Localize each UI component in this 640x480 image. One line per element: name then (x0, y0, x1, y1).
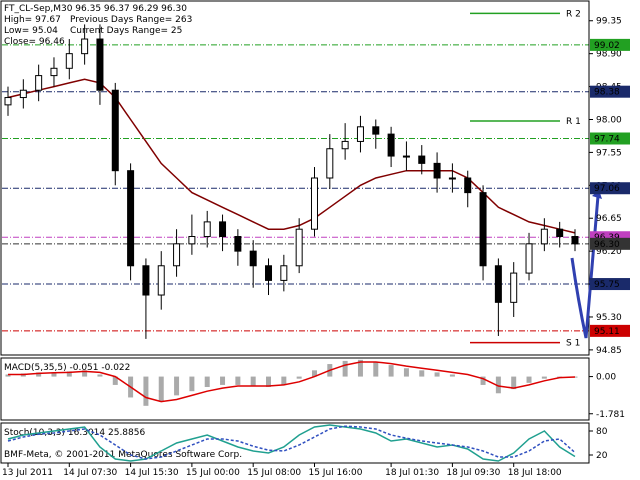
candle-body (510, 272, 518, 303)
level-label: 96.30 (594, 240, 620, 250)
level-box (590, 85, 630, 98)
candle-body (280, 265, 288, 281)
candle-body (341, 140, 349, 150)
pivot-label: S 1 (566, 339, 580, 349)
candle-body (35, 75, 43, 91)
candle-body (433, 162, 441, 179)
candle-body (19, 89, 27, 99)
candle-body (157, 265, 165, 296)
y-tick-label: 80 (596, 427, 608, 437)
info-text: Low= 95.04 (4, 26, 58, 36)
candle-body (219, 221, 227, 238)
candle-body (249, 250, 257, 267)
candle-body (234, 236, 242, 252)
candle-body (402, 155, 410, 158)
main-panel (0, 0, 590, 356)
candle-body (50, 67, 58, 77)
candle-body (4, 97, 12, 106)
info-text: High= 97.67 (4, 15, 61, 25)
stoch-panel (0, 422, 590, 464)
level-box (590, 182, 630, 195)
candle-body (418, 155, 426, 164)
info-text: Previous Days Range= 263 (70, 15, 192, 25)
y-tick-label: 0.00 (596, 373, 616, 383)
candle-body (203, 221, 211, 238)
candle-body (556, 228, 564, 238)
candle-body (494, 265, 502, 303)
x-tick-label: 13 Jul 2011 (2, 468, 53, 478)
level-box (590, 132, 630, 145)
candle-body (372, 126, 380, 135)
x-tick-label: 18 Jul 01:30 (385, 468, 439, 478)
x-tick-label: 14 Jul 07:30 (63, 468, 117, 478)
level-box (590, 237, 630, 250)
y-tick-label: 96.65 (596, 214, 622, 224)
level-label: 95.75 (594, 280, 620, 290)
main-title: FT_CL-Sep,M30 96.35 96.37 96.29 96.30 (4, 4, 187, 14)
candle-body (387, 133, 395, 157)
candle-body (188, 236, 196, 245)
values-line (7, 424, 576, 462)
candle-body (356, 126, 364, 142)
level-box (590, 324, 630, 337)
level-label: 95.11 (594, 327, 620, 337)
x-tick-label: 15 Jul 00:00 (186, 468, 240, 478)
y-tick-label: 98.90 (596, 50, 622, 60)
candle-body (295, 228, 303, 267)
candle-body (525, 243, 533, 274)
y-tick-label: -1.781 (596, 410, 625, 420)
candle-body (127, 170, 135, 267)
x-tick-label: 18 Jul 18:00 (508, 468, 562, 478)
y-tick-label: 95.30 (596, 313, 622, 323)
macd-panel (0, 357, 590, 421)
candle-body (448, 177, 456, 180)
y-tick-label: 97.55 (596, 148, 622, 158)
info-text: Close= 96.46 (4, 37, 65, 47)
pivot-label: R 2 (566, 9, 581, 19)
macd-title: MACD(5,35,5) -0.051 -0.022 (4, 363, 130, 373)
level-box (590, 278, 630, 291)
candle-body (81, 38, 89, 55)
y-tick-label: 98.00 (596, 115, 622, 125)
y-tick-label: 94.85 (596, 346, 622, 356)
level-label: 97.74 (594, 135, 620, 145)
footer: BMF-Meta, © 2001-2011 MetaQuotes Softwar… (4, 450, 242, 460)
x-tick-label: 14 Jul 15:30 (125, 468, 179, 478)
x-tick-label: 18 Jul 09:30 (446, 468, 500, 478)
level-label: 97.06 (594, 184, 620, 194)
stoch-title: Stoch(10,3,3) 16.3014 25.8856 (4, 428, 145, 438)
level-box (590, 38, 630, 51)
signal-line (8, 361, 576, 403)
candle-body (265, 265, 273, 281)
candle-body (310, 177, 318, 230)
candle-body (173, 243, 181, 267)
pivot-label: R 1 (566, 117, 581, 127)
candle-body (571, 236, 579, 245)
x-tick-label: 15 Jul 08:00 (247, 468, 301, 478)
candle-body (479, 192, 487, 267)
y-tick-label: 20 (596, 451, 608, 461)
candle-body (65, 53, 73, 69)
level-label: 99.02 (594, 41, 620, 51)
level-label: 98.38 (594, 88, 620, 98)
info-text: Current Days Range= 25 (70, 26, 182, 36)
candle-body (111, 89, 119, 172)
candle-body (326, 148, 334, 179)
candle-body (96, 38, 104, 91)
candle-body (540, 228, 548, 245)
forecast-arrow (570, 195, 600, 339)
candle-body (142, 265, 150, 296)
y-tick-label: 96.20 (596, 247, 622, 257)
y-tick-label: 99.35 (596, 17, 622, 27)
signal-line (7, 425, 576, 460)
candle-body (464, 177, 472, 194)
x-tick-label: 15 Jul 16:00 (308, 468, 362, 478)
